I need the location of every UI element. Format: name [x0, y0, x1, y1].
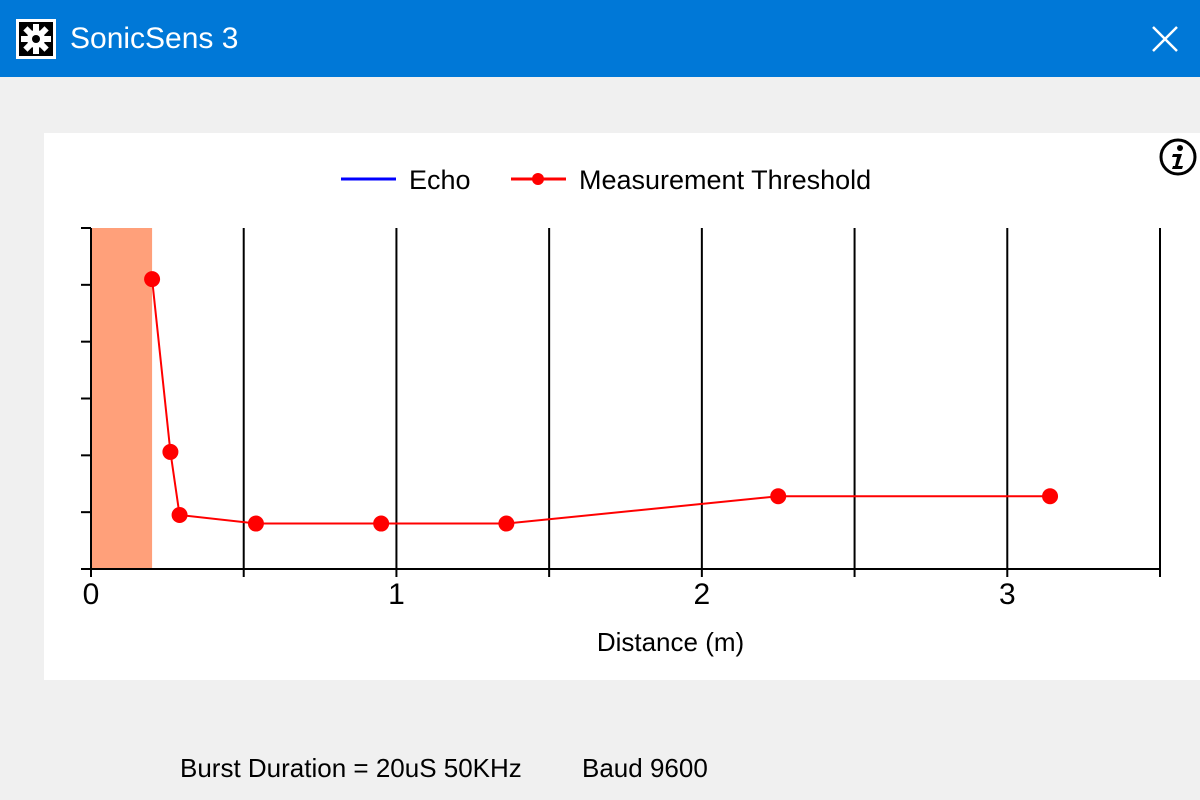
threshold-point-0: [144, 271, 161, 288]
burst-duration-label: Burst Duration = 20uS 50KHz: [180, 753, 522, 783]
x-axis-label: Distance (m): [597, 627, 744, 657]
threshold-point-7: [1042, 488, 1059, 505]
info-icon[interactable]: [1158, 137, 1198, 177]
close-button[interactable]: [1130, 0, 1200, 77]
series-line-1: [151, 279, 1051, 525]
x-tick-label-2: 2: [694, 578, 711, 611]
threshold-point-1: [162, 443, 179, 460]
x-tick-label-1: 1: [388, 578, 405, 611]
threshold-point-5: [498, 515, 515, 532]
app-gear-icon: [16, 19, 56, 59]
threshold-point-6: [770, 488, 787, 505]
legend-label-0: Echo: [409, 165, 471, 195]
distance-chart: 0 1 2 3 Distance (m) Echo Measurement Threshol…: [81, 165, 1161, 657]
window-title: SonicSens 3: [70, 22, 239, 55]
title-bar: SonicSens 3: [0, 0, 1200, 77]
chart-panel: 0 1 2 3 Distance (m) Echo Measurement Threshol…: [44, 133, 1200, 680]
threshold-point-3: [247, 515, 264, 532]
x-tick-label-0: 0: [83, 578, 100, 611]
x-tick-label-3: 3: [999, 578, 1016, 611]
threshold-point-2: [171, 507, 188, 524]
close-icon: [1152, 25, 1178, 52]
baud-label: Baud 9600: [582, 753, 708, 783]
dead-zone-band: [91, 228, 153, 569]
threshold-point-4: [373, 515, 390, 532]
legend-label-1: Measurement Threshold: [579, 165, 871, 195]
legend-marker-1: [532, 173, 544, 185]
